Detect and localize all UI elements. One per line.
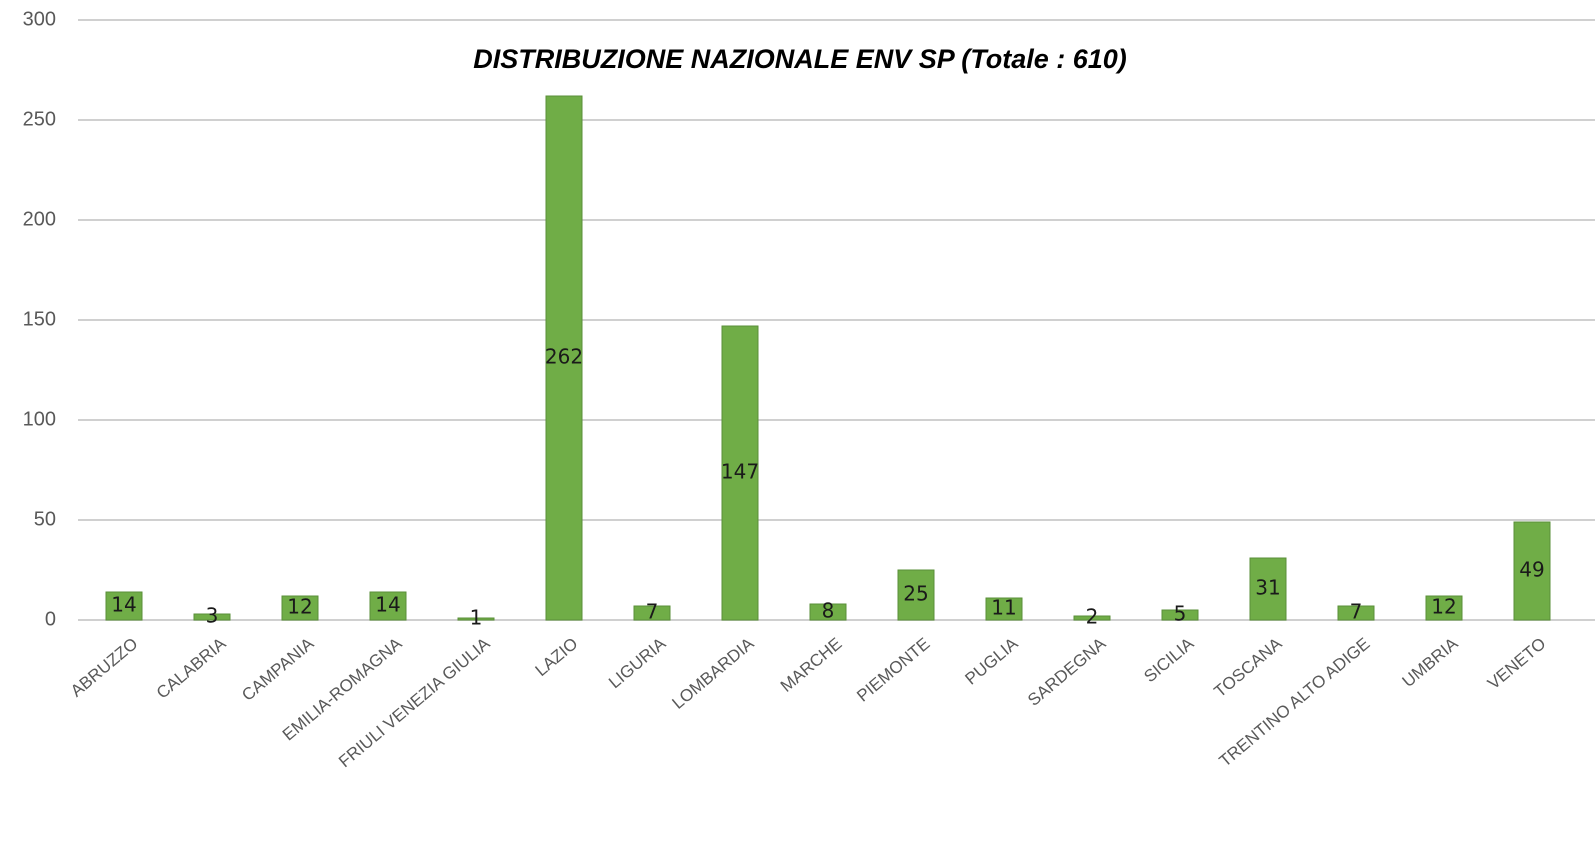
x-tick-label: MARCHE	[777, 634, 846, 696]
data-label: 14	[111, 593, 136, 617]
data-label: 8	[822, 599, 835, 623]
x-tick-label: FRIULI VENEZIA GIULIA	[335, 634, 494, 772]
y-tick-label: 300	[23, 8, 56, 30]
y-tick-label: 250	[23, 108, 56, 130]
chart-title: DISTRIBUZIONE NAZIONALE ENV SP (Totale :…	[473, 44, 1127, 74]
data-label: 7	[1350, 600, 1363, 624]
x-tick-label: SARDEGNA	[1024, 634, 1110, 710]
x-tick-label: PUGLIA	[961, 634, 1021, 689]
data-label: 262	[545, 345, 583, 369]
x-tick-label: TOSCANA	[1211, 634, 1286, 702]
x-tick-label: VENETO	[1484, 634, 1550, 693]
data-label: 1	[470, 606, 483, 630]
data-label: 3	[206, 604, 219, 628]
data-label: 49	[1519, 558, 1544, 582]
data-label: 25	[903, 582, 928, 606]
x-tick-label: UMBRIA	[1399, 634, 1462, 691]
data-label: 5	[1174, 602, 1187, 626]
x-tick-label: LOMBARDIA	[669, 634, 758, 713]
y-tick-label: 50	[34, 508, 56, 530]
y-tick-label: 150	[23, 308, 56, 330]
data-label: 2	[1086, 605, 1099, 629]
data-label: 12	[1431, 595, 1456, 619]
x-tick-label: LIGURIA	[605, 634, 670, 693]
x-tick-label: PIEMONTE	[853, 634, 933, 706]
chart: DISTRIBUZIONE NAZIONALE ENV SP (Totale :…	[0, 0, 1595, 853]
data-label: 14	[375, 593, 400, 617]
data-label: 11	[991, 596, 1016, 620]
x-tick-label: LAZIO	[532, 634, 582, 680]
x-tick-label: TRENTINO ALTO ADIGE	[1216, 634, 1374, 771]
x-tick-label: CAMPANIA	[238, 634, 318, 705]
x-tick-label: CALABRIA	[153, 634, 230, 703]
y-tick-label: 200	[23, 208, 56, 230]
data-label: 12	[287, 595, 312, 619]
data-label: 31	[1255, 576, 1280, 600]
x-tick-label: ABRUZZO	[67, 634, 141, 701]
x-tick-label: SICILIA	[1140, 634, 1198, 687]
y-tick-label: 100	[23, 408, 56, 430]
data-label: 7	[646, 600, 659, 624]
y-tick-label: 0	[45, 608, 56, 630]
data-label: 147	[721, 460, 759, 484]
